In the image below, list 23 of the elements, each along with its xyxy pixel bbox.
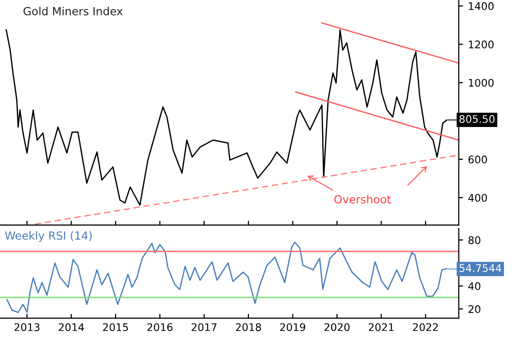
annotation: 54.7544 xyxy=(460,264,502,272)
x-tick-label: 2021 xyxy=(368,323,394,332)
y-tick-label: 20 xyxy=(468,305,480,314)
annotation: 805.50 xyxy=(459,115,495,123)
x-tick-label: 2018 xyxy=(236,323,261,332)
x-tick-label: 2022 xyxy=(413,323,438,332)
x-tick-label: 2019 xyxy=(280,323,306,332)
y-tick-label: 80 xyxy=(468,236,480,244)
y-tick-label: 400 xyxy=(468,194,487,202)
x-tick-label: 2015 xyxy=(103,323,128,332)
x-tick-label: 2014 xyxy=(58,323,84,332)
y-tick-label: 1200 xyxy=(468,40,494,48)
x-tick-label: 2013 xyxy=(14,323,40,332)
x-tick-label: 2020 xyxy=(324,323,350,332)
x-tick-label: 2017 xyxy=(192,323,216,332)
chart-title: Gold Miners Index xyxy=(24,6,123,16)
y-tick-label: 1000 xyxy=(468,78,494,87)
y-tick-label: 600 xyxy=(468,156,487,164)
x-tick-label: 2016 xyxy=(147,323,172,332)
chart-title: Weekly RSI (14) xyxy=(4,231,92,242)
y-tick-label: 40 xyxy=(468,282,480,290)
y-tick-label: 1400 xyxy=(468,2,494,10)
annotation: Overshoot xyxy=(334,194,391,204)
